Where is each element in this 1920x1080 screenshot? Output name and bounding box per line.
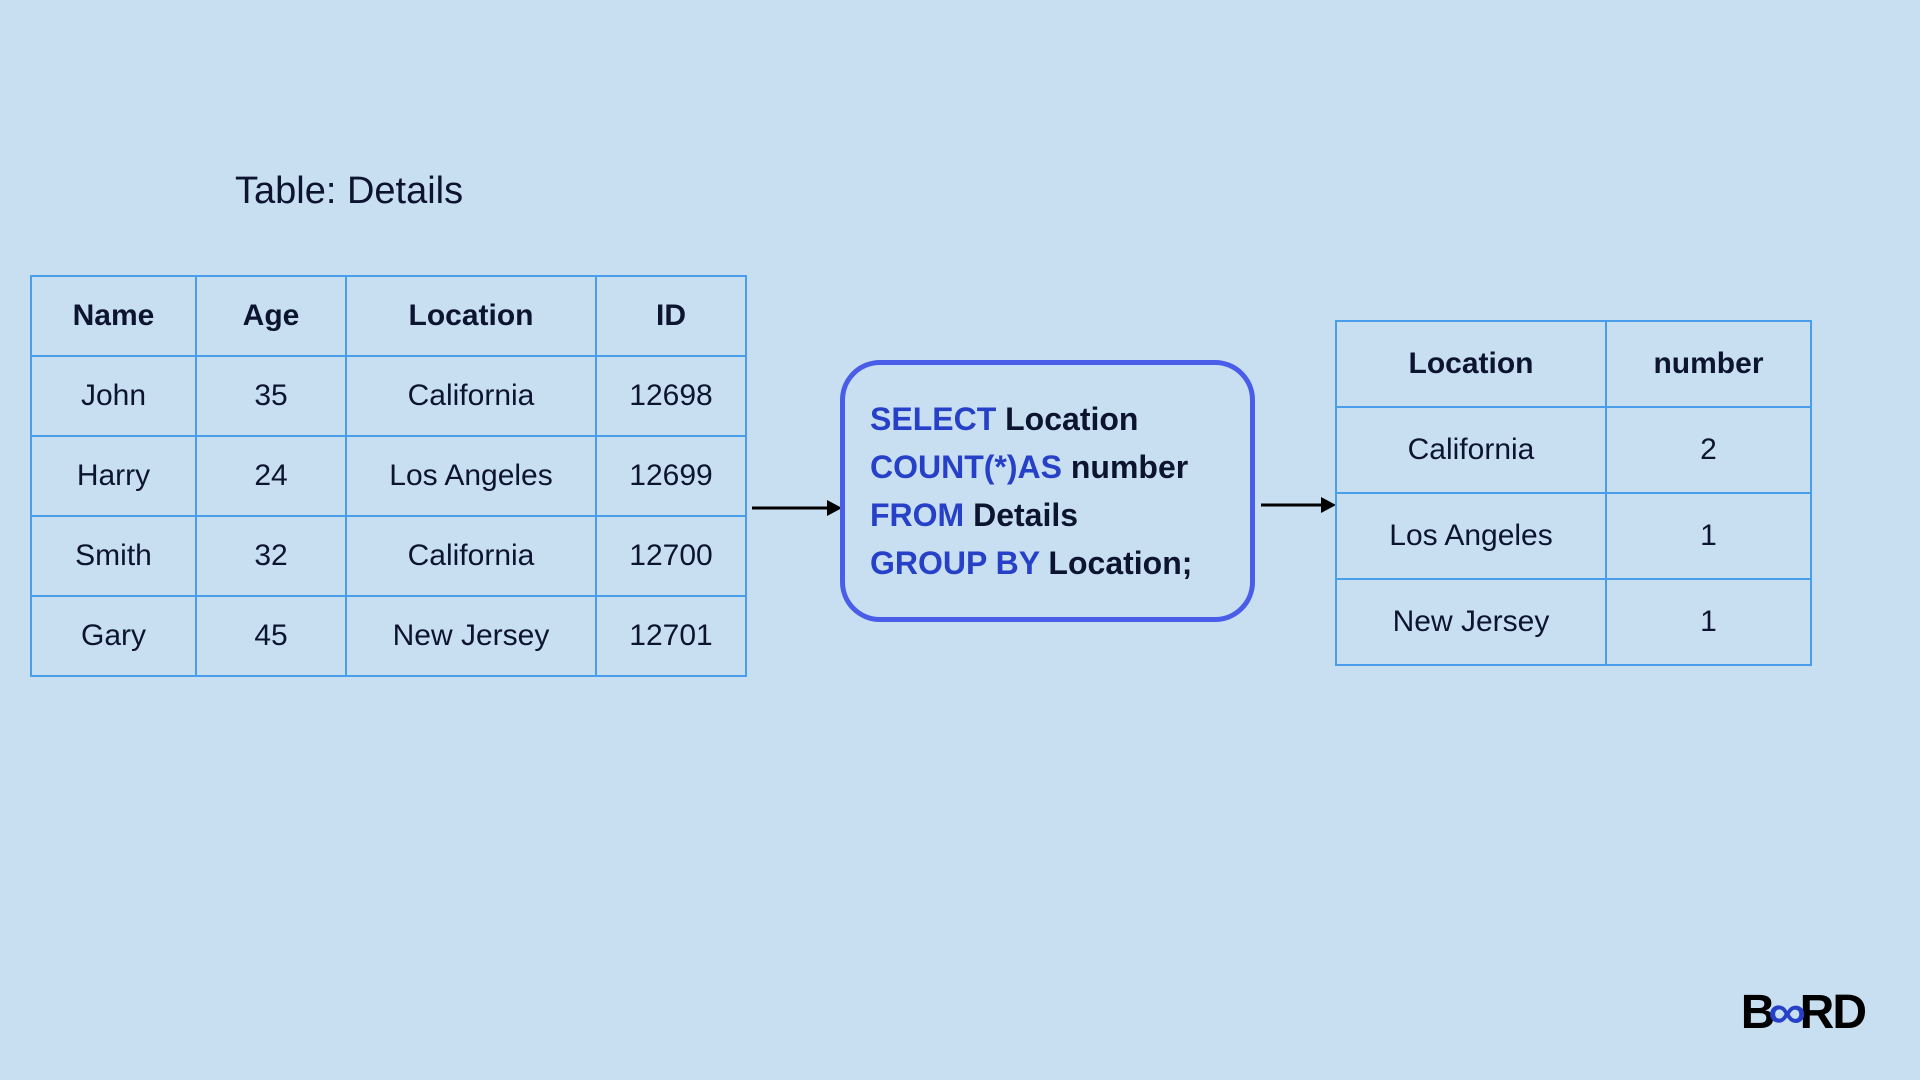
col-header-number: number xyxy=(1606,321,1811,407)
cell-location: California xyxy=(346,516,596,596)
cell-name: Gary xyxy=(31,596,196,676)
sql-text: Location xyxy=(996,401,1138,437)
sql-keyword: COUNT(*)AS xyxy=(870,449,1062,485)
cell-age: 32 xyxy=(196,516,346,596)
sql-line: GROUP BY Location; xyxy=(870,539,1225,587)
sql-line: COUNT(*)AS number xyxy=(870,443,1225,491)
cell-id: 12698 xyxy=(596,356,746,436)
table-row: New Jersey 1 xyxy=(1336,579,1811,665)
cell-location: New Jersey xyxy=(1336,579,1606,665)
cell-name: Smith xyxy=(31,516,196,596)
cell-location: Los Angeles xyxy=(1336,493,1606,579)
cell-number: 1 xyxy=(1606,579,1811,665)
sql-query-box: SELECT Location COUNT(*)AS number FROM D… xyxy=(840,360,1255,622)
col-header-location: Location xyxy=(1336,321,1606,407)
logo-text: RD xyxy=(1800,985,1865,1040)
cell-location: California xyxy=(346,356,596,436)
cell-location: California xyxy=(1336,407,1606,493)
sql-line: FROM Details xyxy=(870,491,1225,539)
table-row: Harry 24 Los Angeles 12699 xyxy=(31,436,746,516)
cell-id: 12701 xyxy=(596,596,746,676)
cell-id: 12700 xyxy=(596,516,746,596)
table-row: Smith 32 California 12700 xyxy=(31,516,746,596)
col-header-location: Location xyxy=(346,276,596,356)
sql-text: Location; xyxy=(1040,545,1193,581)
details-table: Name Age Location ID John 35 California … xyxy=(30,275,747,677)
table-row: John 35 California 12698 xyxy=(31,356,746,436)
cell-age: 45 xyxy=(196,596,346,676)
sql-keyword: FROM xyxy=(870,497,964,533)
sql-line: SELECT Location xyxy=(870,395,1225,443)
sql-text: number xyxy=(1062,449,1188,485)
cell-age: 24 xyxy=(196,436,346,516)
table-header-row: Name Age Location ID xyxy=(31,276,746,356)
sql-keyword: SELECT xyxy=(870,401,996,437)
arrow-icon xyxy=(752,493,842,523)
col-header-age: Age xyxy=(196,276,346,356)
cell-id: 12699 xyxy=(596,436,746,516)
table-row: Los Angeles 1 xyxy=(1336,493,1811,579)
cell-location: New Jersey xyxy=(346,596,596,676)
col-header-id: ID xyxy=(596,276,746,356)
sql-keyword: GROUP BY xyxy=(870,545,1040,581)
cell-location: Los Angeles xyxy=(346,436,596,516)
arrow-icon xyxy=(1261,490,1336,520)
sql-text: Details xyxy=(964,497,1078,533)
cell-name: John xyxy=(31,356,196,436)
col-header-name: Name xyxy=(31,276,196,356)
cell-number: 2 xyxy=(1606,407,1811,493)
table-row: California 2 xyxy=(1336,407,1811,493)
cell-name: Harry xyxy=(31,436,196,516)
page-title: Table: Details xyxy=(235,170,463,213)
table-row: Gary 45 New Jersey 12701 xyxy=(31,596,746,676)
result-table: Location number California 2 Los Angeles… xyxy=(1335,320,1812,666)
board-logo: B∞RD xyxy=(1741,985,1865,1040)
infinity-icon: ∞ xyxy=(1769,985,1804,1040)
table-header-row: Location number xyxy=(1336,321,1811,407)
cell-number: 1 xyxy=(1606,493,1811,579)
cell-age: 35 xyxy=(196,356,346,436)
